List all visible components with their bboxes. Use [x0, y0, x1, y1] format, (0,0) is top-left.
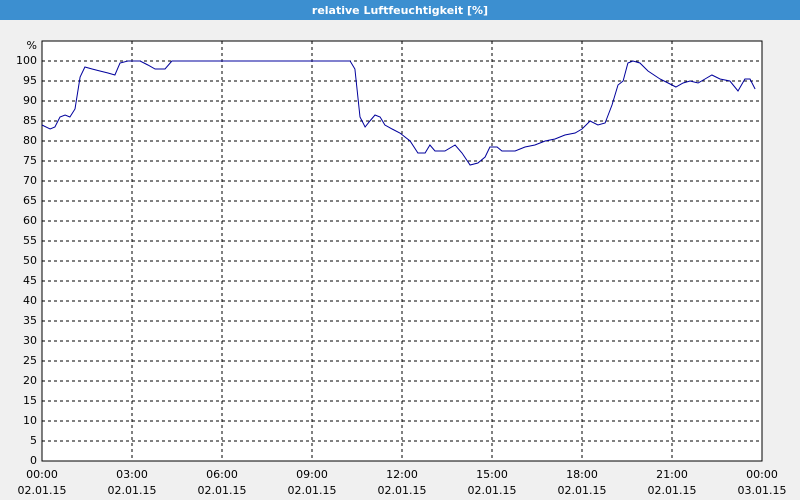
x-tick-date: 03.01.15	[738, 484, 787, 497]
x-tick-label: 06:00	[206, 468, 238, 481]
y-tick-label: 45	[23, 274, 37, 287]
y-tick-label: 10	[23, 414, 37, 427]
header-bar	[0, 0, 800, 20]
x-tick-date: 02.01.15	[378, 484, 427, 497]
y-tick-label: 60	[23, 214, 37, 227]
y-tick-label: 35	[23, 314, 37, 327]
y-tick-label: 20	[23, 374, 37, 387]
x-tick-date: 02.01.15	[18, 484, 67, 497]
x-tick-label: 15:00	[476, 468, 508, 481]
x-tick-date: 02.01.15	[558, 484, 607, 497]
x-tick-label: 00:00	[26, 468, 58, 481]
x-tick-date: 02.01.15	[288, 484, 337, 497]
x-tick-date: 02.01.15	[468, 484, 517, 497]
x-tick-label: 03:00	[116, 468, 148, 481]
chart-title: relative Luftfeuchtigkeit [%]	[312, 4, 488, 17]
x-tick-label: 12:00	[386, 468, 418, 481]
y-tick-label: 100	[16, 54, 37, 67]
y-tick-label: 85	[23, 114, 37, 127]
y-tick-label: 5	[30, 434, 37, 447]
x-tick-label: 18:00	[566, 468, 598, 481]
x-tick-date: 02.01.15	[108, 484, 157, 497]
y-tick-label: 55	[23, 234, 37, 247]
y-axis-label: %	[27, 39, 37, 52]
y-tick-label: 65	[23, 194, 37, 207]
y-tick-label: 80	[23, 134, 37, 147]
y-tick-label: 0	[30, 454, 37, 467]
y-tick-label: 90	[23, 94, 37, 107]
data-line	[41, 60, 756, 166]
y-tick-label: 40	[23, 294, 37, 307]
x-tick-date: 02.01.15	[648, 484, 697, 497]
y-tick-label: 25	[23, 354, 37, 367]
x-tick-label: 00:00	[746, 468, 778, 481]
y-tick-label: 30	[23, 334, 37, 347]
x-tick-date: 02.01.15	[198, 484, 247, 497]
y-tick-label: 50	[23, 254, 37, 267]
x-tick-label: 09:00	[296, 468, 328, 481]
x-tick-label: 21:00	[656, 468, 688, 481]
y-tick-label: 75	[23, 154, 37, 167]
y-tick-label: 95	[23, 74, 37, 87]
y-tick-label: 15	[23, 394, 37, 407]
y-tick-label: 70	[23, 174, 37, 187]
